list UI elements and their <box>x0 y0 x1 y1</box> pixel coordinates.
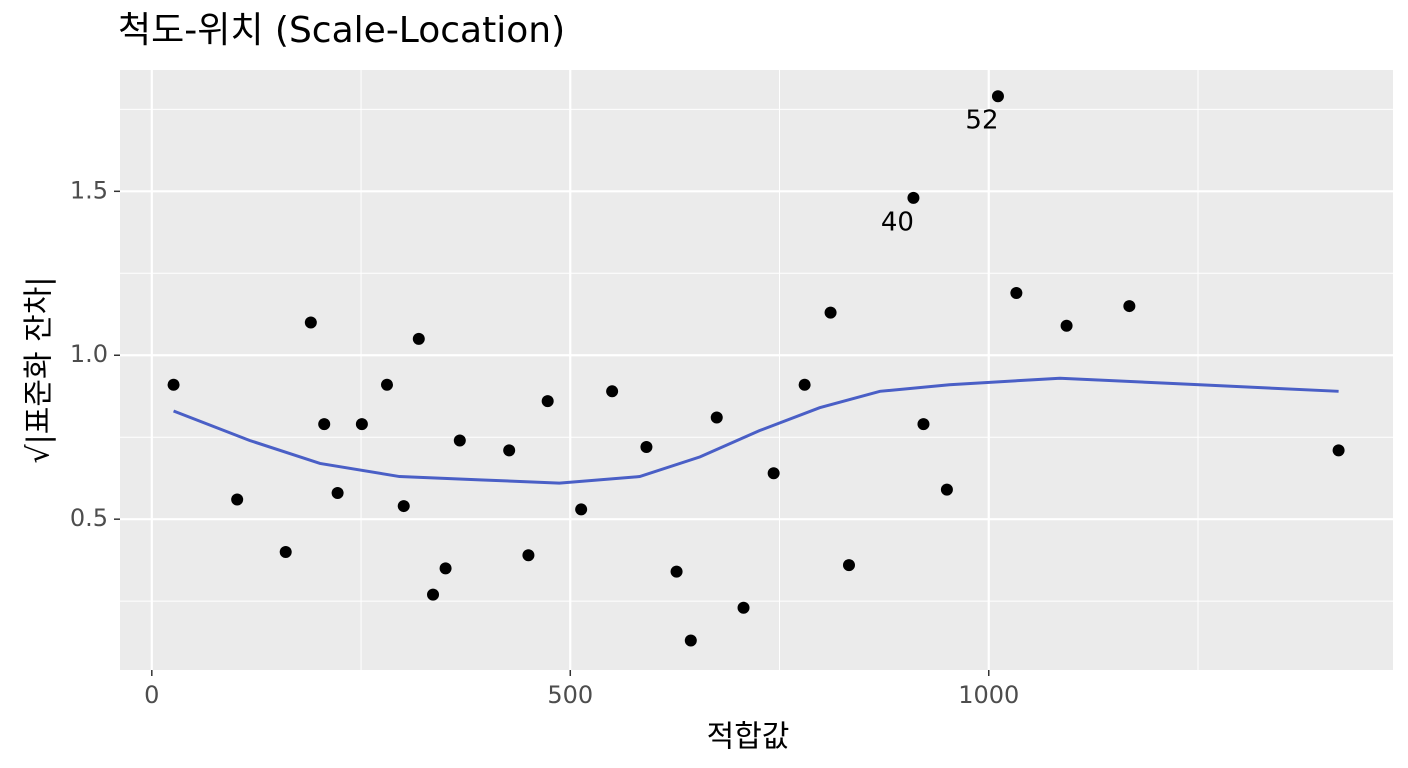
point-label: 52 <box>965 106 998 136</box>
data-point <box>522 549 535 562</box>
data-point <box>1060 319 1073 332</box>
data-point <box>824 306 837 319</box>
data-point <box>737 601 750 614</box>
x-tick-label: 500 <box>547 681 593 709</box>
data-point <box>380 378 393 391</box>
y-tick-label: 1.5 <box>70 176 108 204</box>
x-tick-label: 0 <box>144 681 159 709</box>
data-point <box>231 493 244 506</box>
data-point <box>767 467 780 480</box>
data-point <box>304 316 317 329</box>
x-tick-label: 1000 <box>958 681 1019 709</box>
data-point <box>427 588 440 601</box>
point-label: 40 <box>881 207 914 237</box>
data-point <box>684 634 697 647</box>
data-point <box>842 559 855 572</box>
data-point <box>606 385 619 398</box>
data-point <box>710 411 723 424</box>
smooth-line <box>173 376 1339 485</box>
data-point <box>503 444 516 457</box>
x-axis-label: 적합값 <box>707 720 790 755</box>
data-point <box>541 395 554 408</box>
y-tick-label: 0.5 <box>70 504 108 532</box>
data-point <box>640 441 653 454</box>
data-point <box>907 191 920 204</box>
data-point <box>167 378 180 391</box>
data-point <box>575 503 588 516</box>
data-point <box>412 332 425 345</box>
data-point <box>331 486 344 499</box>
data-point <box>798 378 811 391</box>
data-point <box>991 90 1004 103</box>
data-point <box>279 545 292 558</box>
chart-title: 척도-위치 (Scale-Location) <box>118 10 565 51</box>
data-point <box>318 418 331 431</box>
data-point <box>1332 444 1345 457</box>
data-point <box>670 565 683 578</box>
y-tick-label: 1.0 <box>70 340 108 368</box>
data-point <box>940 483 953 496</box>
data-point <box>355 418 368 431</box>
data-point <box>1010 286 1023 299</box>
data-point <box>1123 300 1136 313</box>
y-axis-label: √|표준화 잔차| <box>22 277 57 464</box>
data-point <box>453 434 466 447</box>
data-point <box>917 418 930 431</box>
plot-panel <box>120 70 1393 670</box>
data-point <box>439 562 452 575</box>
data-point <box>397 500 410 513</box>
